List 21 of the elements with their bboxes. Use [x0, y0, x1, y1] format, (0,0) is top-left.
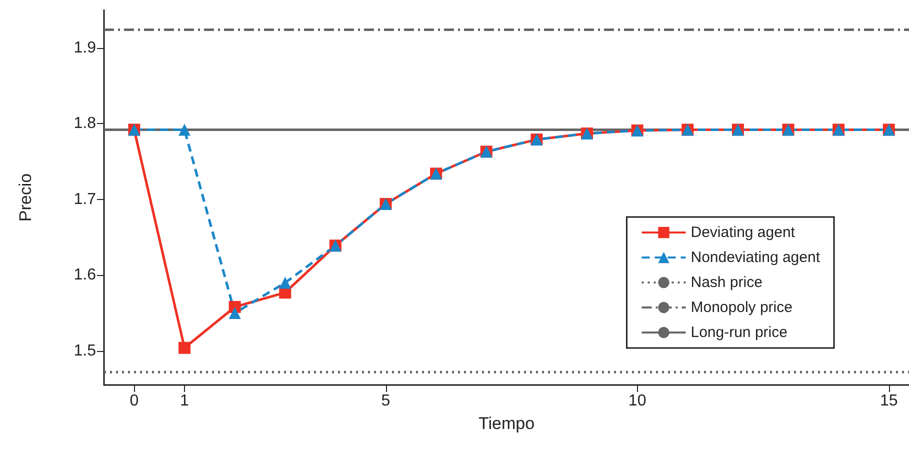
y-tick-label: 1.9 — [74, 39, 96, 56]
x-tick-label: 0 — [130, 392, 139, 410]
x-tick-label: 10 — [628, 392, 646, 410]
y-tick-label: 1.7 — [74, 190, 96, 208]
x-tick-label: 1 — [180, 392, 190, 410]
point — [178, 342, 190, 354]
point — [228, 307, 241, 320]
x-tick-label: 5 — [381, 392, 390, 410]
y-tick-label: 1.5 — [74, 342, 96, 360]
y-tick-label: 1.6 — [74, 266, 96, 284]
x-axis-title: Tiempo — [478, 414, 535, 433]
point — [178, 124, 190, 136]
y-tick-label: 1.8 — [74, 115, 96, 132]
legend-label: Long-run price — [690, 324, 788, 341]
legend-label: Monopoly price — [690, 299, 792, 316]
legend-label: Deviating agent — [690, 224, 796, 241]
legend-label: Nondeviating agent — [690, 249, 821, 266]
y-axis-title: Precio — [16, 173, 35, 222]
x-tick-label: 15 — [880, 392, 898, 410]
legend-label: Nash price — [690, 274, 762, 291]
point — [279, 276, 292, 289]
